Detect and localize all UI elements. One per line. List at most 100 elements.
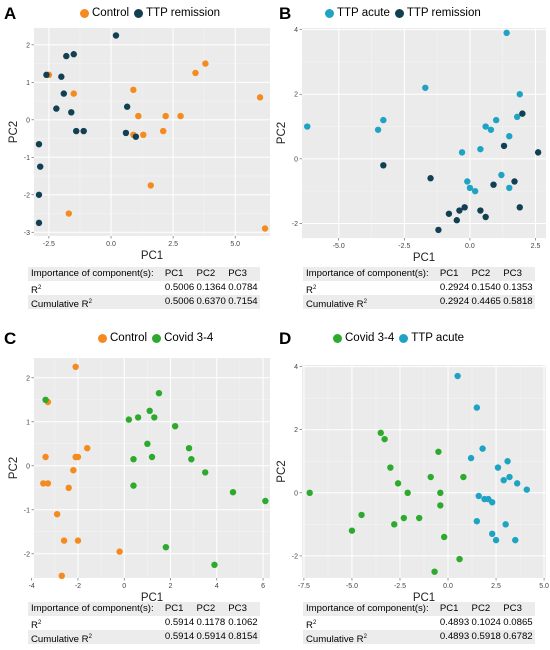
point-covid-3-4 [162, 544, 170, 551]
panel-letter: C [4, 329, 17, 348]
stats-value: 0.4893 [439, 617, 470, 628]
x-axis-title: PC1 [413, 252, 435, 264]
stats-pc2: PC2 [196, 603, 216, 614]
point-control [84, 445, 91, 452]
stats-table: Importance of component(s): PC1 PC2 PC3 … [303, 267, 535, 310]
scatter-plot: -4 -2 0 2 4 6 -2 -1 0 1 2 PC1 PC2 [8, 358, 270, 604]
stats-value: 0.4893 [439, 631, 470, 642]
point-ttp-remission [482, 213, 489, 221]
point-control [42, 453, 49, 461]
point-ttp-acute [422, 84, 429, 91]
point-control [70, 467, 77, 474]
stats-value: 0.2924 [439, 296, 470, 307]
y-tick-label: -1 [24, 507, 30, 514]
point-covid-3-4 [431, 568, 438, 575]
point-control [72, 363, 79, 370]
point-ttp-acute [464, 178, 471, 185]
point-covid-3-4 [377, 429, 384, 437]
point-covid-3-4 [42, 396, 49, 403]
point-control [261, 225, 269, 232]
point-covid-3-4 [151, 414, 158, 421]
point-covid-3-4 [456, 555, 463, 563]
legend-label: Control [110, 332, 148, 344]
stats-value: 0.1178 [196, 617, 226, 628]
point-ttp-acute [473, 518, 481, 525]
point-control [147, 182, 154, 189]
point-control [162, 112, 169, 120]
point-control [70, 90, 77, 97]
point-ttp-acute [500, 476, 507, 484]
point-ttp-remission [490, 181, 497, 188]
legend-label: TTP remission [406, 7, 481, 19]
legend-label: Covid 3-4 [345, 332, 395, 344]
point-ttp-remission [122, 129, 130, 137]
x-tick-label: 0 [122, 583, 126, 590]
panel-b: B TTP acute TTP remission -5.0 -2.5 0.0 2.5… [275, 0, 550, 325]
point-control [74, 453, 82, 461]
point-ttp-acute [374, 126, 382, 133]
y-tick-label: -3 [24, 230, 30, 237]
point-control [177, 112, 184, 120]
stats-value: 0.5914 [196, 631, 226, 642]
point-covid-3-4 [440, 533, 448, 541]
point-ttp-remission [112, 32, 120, 39]
point-ttp-acute [516, 91, 523, 98]
point-control [40, 480, 47, 487]
point-covid-3-4 [460, 473, 467, 481]
stats-value: 0.5006 [164, 282, 195, 293]
point-ttp-acute [506, 133, 513, 140]
stats-pc1: PC1 [439, 268, 459, 279]
x-tick-label: 4 [215, 583, 219, 590]
y-axis-title: PC2 [8, 457, 20, 479]
point-covid-3-4 [229, 489, 237, 496]
point-ttp-acute [380, 116, 387, 124]
stats-value: 0.1062 [228, 617, 258, 628]
point-ttp-remission [445, 210, 453, 217]
point-ttp-remission [35, 219, 43, 227]
legend-dot-covid [152, 333, 162, 343]
point-control [44, 480, 52, 487]
stats-cum-row: Cumulative R2 0.2924 0.4465 0.5818 [303, 295, 535, 310]
legend: TTP acute TTP remission [325, 7, 481, 19]
stats-cum-label: Cumulative R2 [31, 299, 92, 311]
legend-label: Control [92, 7, 130, 19]
stats-r2-row: R2 0.5914 0.1178 0.1062 [28, 616, 260, 631]
y-tick-label: -2 [24, 192, 30, 199]
stats-value: 0.7154 [228, 296, 258, 307]
x-tick-label: 0.0 [443, 583, 453, 590]
stats-r2-row: R2 0.2924 0.1540 0.1353 [303, 281, 535, 296]
stats-header-row: Importance of component(s): PC1 PC2 PC3 [303, 602, 535, 616]
stats-value: 0.1353 [503, 282, 533, 293]
point-covid-3-4 [435, 448, 442, 455]
legend-label: TTP remission [146, 7, 220, 19]
point-control [74, 537, 82, 544]
stats-cum-row: Cumulative R2 0.5914 0.5914 0.8154 [28, 630, 260, 645]
point-covid-3-4 [155, 390, 163, 397]
y-tick-label: 4 [294, 364, 298, 371]
point-ttp-remission [435, 226, 442, 234]
y-axis-title: PC2 [8, 121, 20, 143]
stats-pc3: PC3 [503, 268, 522, 279]
point-covid-3-4 [391, 521, 398, 528]
stats-pc1: PC1 [164, 603, 184, 614]
y-tick-label: 1 [26, 419, 30, 426]
point-covid-3-4 [144, 440, 151, 447]
legend-label: TTP acute [337, 7, 390, 19]
legend: Covid 3-4 TTP acute [333, 332, 464, 344]
point-covid-3-4 [348, 527, 356, 534]
x-axis-title: PC1 [141, 592, 163, 604]
stats-cum-row: Cumulative R2 0.4893 0.5918 0.6782 [303, 630, 535, 645]
point-covid-3-4 [262, 497, 269, 505]
point-ttp-acute [494, 464, 502, 471]
point-ttp-acute [489, 499, 496, 506]
point-ttp-remission [461, 204, 468, 211]
stats-pc3: PC3 [228, 603, 247, 614]
stats-pc1: PC1 [164, 268, 184, 279]
point-ttp-acute [479, 445, 486, 452]
point-control [192, 69, 199, 77]
stats-header-row: Importance of component(s): PC1 PC2 PC3 [28, 602, 260, 616]
point-covid-3-4 [400, 514, 408, 522]
legend-dot-control [98, 333, 107, 343]
scatter-plot: -5.0 -2.5 0.0 2.5 -2 0 2 4 PC1 PC2 [276, 27, 546, 264]
x-tick-label: 2.5 [168, 241, 178, 248]
